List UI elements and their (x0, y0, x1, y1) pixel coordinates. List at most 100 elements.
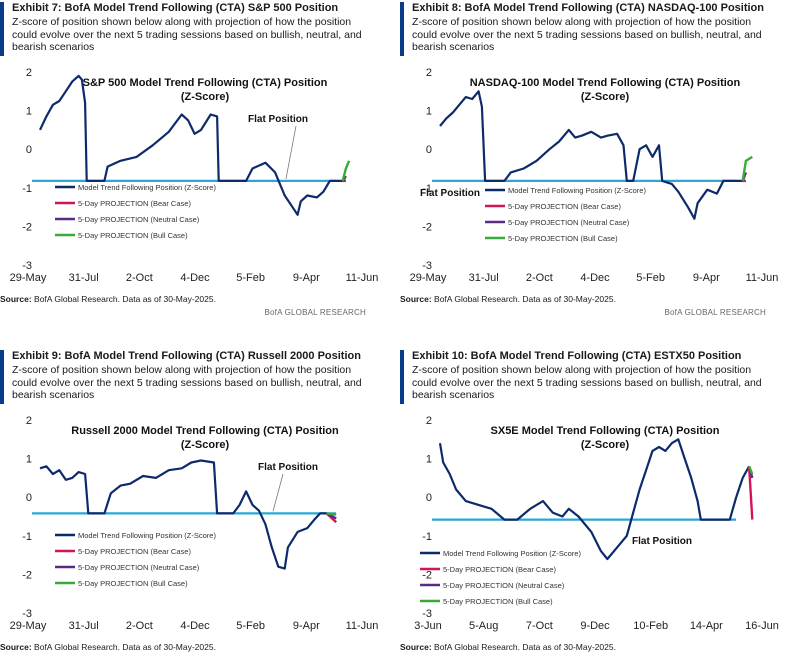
flat-position-label: Flat Position (258, 462, 318, 473)
y-tick-label: -2 (22, 221, 32, 233)
y-tick-label: 2 (26, 415, 32, 427)
projection-line-bull (341, 160, 351, 182)
legend: Model Trend Following Position (Z-Score)… (55, 183, 216, 240)
x-tick-label: 4-Dec (180, 272, 210, 284)
series-line-cta-position (438, 438, 751, 561)
y-tick-label: -3 (22, 260, 32, 272)
y-tick-label: 0 (26, 492, 32, 504)
x-tick-label: 4-Dec (180, 620, 210, 632)
projection-line-bear (747, 466, 754, 520)
x-tick-label: 11-Jun (346, 620, 379, 632)
x-tick-label: 9-Apr (293, 272, 320, 284)
legend-label: 5-Day PROJECTION (Bear Case) (78, 199, 191, 208)
source-text: BofA Global Research. Data as of 30-May-… (434, 642, 616, 652)
source-label: Source: (0, 294, 32, 304)
x-tick-label: 31-Jul (69, 620, 99, 632)
chart-title-line2: (Z-Score) (581, 439, 630, 451)
series-line-cta-position (439, 90, 743, 220)
y-tick-label: 1 (26, 106, 32, 118)
projection-line-bull (747, 465, 754, 475)
x-tick-label: 29-May (10, 620, 47, 632)
x-tick-label: 9-Apr (293, 620, 320, 632)
flat-position-label: Flat Position (248, 114, 308, 125)
legend-label: 5-Day PROJECTION (Bull Case) (443, 597, 553, 606)
source-label: Source: (0, 642, 32, 652)
legend-label: Model Trend Following Position (Z-Score) (508, 186, 646, 195)
research-label: BofA GLOBAL RESEARCH (664, 308, 766, 317)
source-text: BofA Global Research. Data as of 30-May-… (434, 294, 616, 304)
legend: Model Trend Following Position (Z-Score)… (55, 531, 216, 588)
x-tick-label: 7-Oct (526, 620, 553, 632)
legend-label: 5-Day PROJECTION (Bear Case) (443, 565, 556, 574)
flat-position-label: Flat Position (632, 536, 692, 547)
y-tick-label: 2 (426, 67, 432, 79)
chart-title-line2: (Z-Score) (181, 439, 230, 451)
exhibit-accent-bar (0, 350, 4, 404)
x-tick-label: 5-Feb (636, 272, 665, 284)
cta-position-chart: 2 1 0 -1 -2 -329-May 31-Jul 2-Oct 4-Dec 5-Feb 9-Ap… (10, 67, 379, 284)
x-tick-label: 9-Apr (693, 272, 720, 284)
exhibit-subtitle: Z-score of position shown below along wi… (412, 16, 762, 53)
x-tick-label: 11-Jun (746, 272, 779, 284)
legend-label: Model Trend Following Position (Z-Score) (443, 549, 581, 558)
legend: Model Trend Following Position (Z-Score)… (420, 549, 581, 606)
exhibit-accent-bar (400, 2, 404, 56)
x-tick-label: 9-Dec (580, 620, 610, 632)
exhibit-accent-bar (400, 350, 404, 404)
exhibit-title: Exhibit 10: BofA Model Trend Following (… (412, 350, 742, 362)
y-tick-label: 1 (426, 106, 432, 118)
projection-line-bull (326, 512, 337, 516)
chart-title: S&P 500 Model Trend Following (CTA) Posi… (83, 77, 328, 89)
y-tick-label: -1 (422, 183, 432, 195)
series-line-cta-position (39, 74, 343, 216)
y-tick-label: 0 (26, 144, 32, 156)
projection-line-bull (741, 155, 753, 182)
x-tick-label: 31-Jul (69, 272, 99, 284)
y-tick-label: -1 (22, 183, 32, 195)
exhibit-subtitle: Z-score of position shown below along wi… (12, 16, 362, 53)
y-tick-label: -2 (22, 569, 32, 581)
y-tick-label: -2 (422, 569, 432, 581)
x-tick-label: 4-Dec (580, 272, 610, 284)
y-tick-label: 1 (426, 454, 432, 466)
y-tick-label: -3 (422, 608, 432, 620)
y-tick-label: 1 (26, 454, 32, 466)
y-tick-label: -2 (422, 221, 432, 233)
flat-position-pointer (285, 125, 297, 179)
legend-label: 5-Day PROJECTION (Bear Case) (78, 547, 191, 556)
chart-title: NASDAQ-100 Model Trend Following (CTA) P… (470, 77, 741, 89)
flat-position-pointer (272, 473, 284, 512)
x-tick-label: 5-Feb (236, 620, 265, 632)
cta-position-chart: 2 1 0 -1 -2 -329-May 31-Jul 2-Oct 4-Dec 5-Feb 9-Ap… (410, 67, 779, 284)
x-tick-label: 3-Jun (414, 620, 442, 632)
exhibit-title: Exhibit 8: BofA Model Trend Following (C… (412, 2, 764, 14)
chart-title: Russell 2000 Model Trend Following (CTA)… (71, 425, 339, 437)
legend-label: 5-Day PROJECTION (Bear Case) (508, 202, 621, 211)
chart-title: SX5E Model Trend Following (CTA) Positio… (491, 425, 720, 437)
series-line-cta-position (39, 459, 327, 570)
legend-label: 5-Day PROJECTION (Bull Case) (78, 579, 188, 588)
y-tick-label: 2 (426, 415, 432, 427)
x-tick-label: 5-Aug (469, 620, 498, 632)
y-tick-label: 0 (426, 492, 432, 504)
legend-label: 5-Day PROJECTION (Neutral Case) (78, 563, 200, 572)
x-tick-label: 2-Oct (126, 272, 153, 284)
y-tick-label: -3 (422, 260, 432, 272)
source-note: Source: BofA Global Research. Data as of… (400, 642, 616, 652)
x-tick-label: 10-Feb (633, 620, 668, 632)
research-label: BofA GLOBAL RESEARCH (264, 308, 366, 317)
legend-label: 5-Day PROJECTION (Bull Case) (508, 234, 618, 243)
legend-label: 5-Day PROJECTION (Neutral Case) (78, 215, 200, 224)
x-tick-label: 31-Jul (469, 272, 499, 284)
legend-label: Model Trend Following Position (Z-Score) (78, 183, 216, 192)
source-note: Source: BofA Global Research. Data as of… (0, 294, 216, 304)
legend-label: 5-Day PROJECTION (Bull Case) (78, 231, 188, 240)
exhibit-subtitle: Z-score of position shown below along wi… (412, 364, 762, 401)
legend-label: 5-Day PROJECTION (Neutral Case) (508, 218, 630, 227)
source-note: Source: BofA Global Research. Data as of… (0, 642, 216, 652)
y-tick-label: 0 (426, 144, 432, 156)
x-tick-label: 11-Jun (346, 272, 379, 284)
y-tick-label: 2 (26, 67, 32, 79)
source-text: BofA Global Research. Data as of 30-May-… (34, 294, 216, 304)
legend: Model Trend Following Position (Z-Score)… (485, 186, 646, 243)
